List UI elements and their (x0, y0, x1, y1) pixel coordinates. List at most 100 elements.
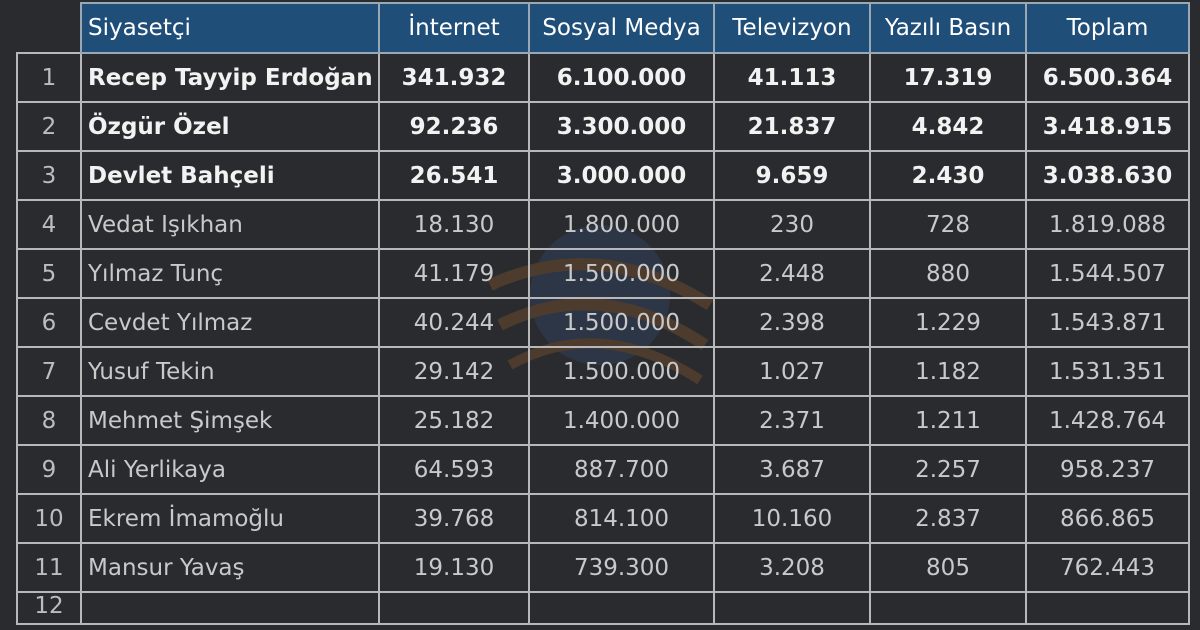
social-media-value (528, 591, 715, 625)
table-row: 4 Vedat Işıkhan 18.130 1.800.000 230 728 1.819… (16, 199, 1190, 250)
rank-cell: 6 (16, 297, 82, 348)
internet-value: 29.142 (378, 346, 530, 397)
internet-value: 18.130 (378, 199, 530, 250)
col-header-print: Yazılı Basın (869, 2, 1027, 54)
print-value: 880 (869, 248, 1027, 299)
print-value: 2.257 (869, 444, 1027, 495)
print-value: 1.211 (869, 395, 1027, 446)
politician-name: Vedat Işıkhan (80, 199, 380, 250)
television-value (713, 591, 871, 625)
total-value: 866.865 (1025, 493, 1190, 544)
rank-cell: 7 (16, 346, 82, 397)
col-header-internet: İnternet (378, 2, 530, 54)
social-media-value: 1.500.000 (528, 346, 715, 397)
print-value: 805 (869, 542, 1027, 593)
header-row: Siyasetçi İnternet Sosyal Medya Televizy… (17, 2, 1190, 54)
table-row: 9 Ali Yerlikaya 64.593 887.700 3.687 2.257 958… (16, 444, 1190, 495)
social-media-value: 3.000.000 (528, 150, 715, 201)
total-value (1025, 591, 1190, 625)
table-row: 7 Yusuf Tekin 29.142 1.500.000 1.027 1.182 1.5… (16, 346, 1190, 397)
television-value: 2.398 (713, 297, 871, 348)
print-value: 1.229 (869, 297, 1027, 348)
internet-value: 92.236 (378, 101, 530, 152)
rank-cell: 10 (16, 493, 82, 544)
politician-name: Özgür Özel (80, 101, 380, 152)
social-media-value: 3.300.000 (528, 101, 715, 152)
print-value: 17.319 (869, 52, 1027, 103)
table-row: 5 Yılmaz Tunç 41.179 1.500.000 2.448 880 1.544… (16, 248, 1190, 299)
rank-cell: 4 (16, 199, 82, 250)
rank-cell: 12 (16, 591, 82, 625)
media-ranking-table: Siyasetçi İnternet Sosyal Medya Televizy… (16, 2, 1190, 625)
total-value: 1.819.088 (1025, 199, 1190, 250)
col-header-television: Televizyon (713, 2, 871, 54)
social-media-value: 814.100 (528, 493, 715, 544)
social-media-value: 6.100.000 (528, 52, 715, 103)
social-media-value: 739.300 (528, 542, 715, 593)
internet-value: 64.593 (378, 444, 530, 495)
internet-value: 39.768 (378, 493, 530, 544)
rank-cell: 9 (16, 444, 82, 495)
table-row: 6 Cevdet Yılmaz 40.244 1.500.000 2.398 1.229 1… (16, 297, 1190, 348)
rank-cell: 3 (16, 150, 82, 201)
total-value: 1.544.507 (1025, 248, 1190, 299)
rank-cell: 5 (16, 248, 82, 299)
total-value: 762.443 (1025, 542, 1190, 593)
rank-cell: 8 (16, 395, 82, 446)
politician-name: Devlet Bahçeli (80, 150, 380, 201)
total-value: 1.543.871 (1025, 297, 1190, 348)
social-media-value: 887.700 (528, 444, 715, 495)
rank-cell: 11 (16, 542, 82, 593)
table-row: 3 Devlet Bahçeli 26.541 3.000.000 9.659 2.430… (16, 150, 1190, 201)
politician-name (80, 591, 380, 625)
print-value: 2.837 (869, 493, 1027, 544)
television-value: 41.113 (713, 52, 871, 103)
table-row: 2 Özgür Özel 92.236 3.300.000 21.837 4.842 3.4… (16, 101, 1190, 152)
television-value: 2.448 (713, 248, 871, 299)
politician-name: Recep Tayyip Erdoğan (80, 52, 380, 103)
corner-cell (17, 3, 82, 53)
total-value: 958.237 (1025, 444, 1190, 495)
internet-value: 19.130 (378, 542, 530, 593)
col-header-social-media: Sosyal Medya (528, 2, 715, 54)
total-value: 3.038.630 (1025, 150, 1190, 201)
internet-value: 26.541 (378, 150, 530, 201)
politician-name: Yılmaz Tunç (80, 248, 380, 299)
social-media-value: 1.400.000 (528, 395, 715, 446)
politician-name: Ekrem İmamoğlu (80, 493, 380, 544)
total-value: 3.418.915 (1025, 101, 1190, 152)
print-value: 1.182 (869, 346, 1027, 397)
col-header-politician: Siyasetçi (80, 2, 380, 54)
internet-value: 41.179 (378, 248, 530, 299)
politician-name: Mansur Yavaş (80, 542, 380, 593)
television-value: 230 (713, 199, 871, 250)
rank-cell: 1 (16, 52, 82, 103)
internet-value: 341.932 (378, 52, 530, 103)
print-value: 4.842 (869, 101, 1027, 152)
politician-name: Yusuf Tekin (80, 346, 380, 397)
politician-name: Mehmet Şimşek (80, 395, 380, 446)
internet-value: 25.182 (378, 395, 530, 446)
television-value: 9.659 (713, 150, 871, 201)
social-media-value: 1.500.000 (528, 248, 715, 299)
television-value: 21.837 (713, 101, 871, 152)
col-header-total: Toplam (1025, 2, 1190, 54)
politician-name: Cevdet Yılmaz (80, 297, 380, 348)
table-row: 1 Recep Tayyip Erdoğan 341.932 6.100.000 41.… (16, 52, 1190, 103)
television-value: 3.687 (713, 444, 871, 495)
internet-value (378, 591, 530, 625)
table-row: 10 Ekrem İmamoğlu 39.768 814.100 10.160 2.837… (16, 493, 1190, 544)
table-row: 12 (16, 591, 1190, 625)
print-value (869, 591, 1027, 625)
total-value: 1.531.351 (1025, 346, 1190, 397)
social-media-value: 1.800.000 (528, 199, 715, 250)
television-value: 10.160 (713, 493, 871, 544)
rank-cell: 2 (16, 101, 82, 152)
television-value: 1.027 (713, 346, 871, 397)
internet-value: 40.244 (378, 297, 530, 348)
television-value: 2.371 (713, 395, 871, 446)
politician-name: Ali Yerlikaya (80, 444, 380, 495)
television-value: 3.208 (713, 542, 871, 593)
print-value: 2.430 (869, 150, 1027, 201)
total-value: 1.428.764 (1025, 395, 1190, 446)
